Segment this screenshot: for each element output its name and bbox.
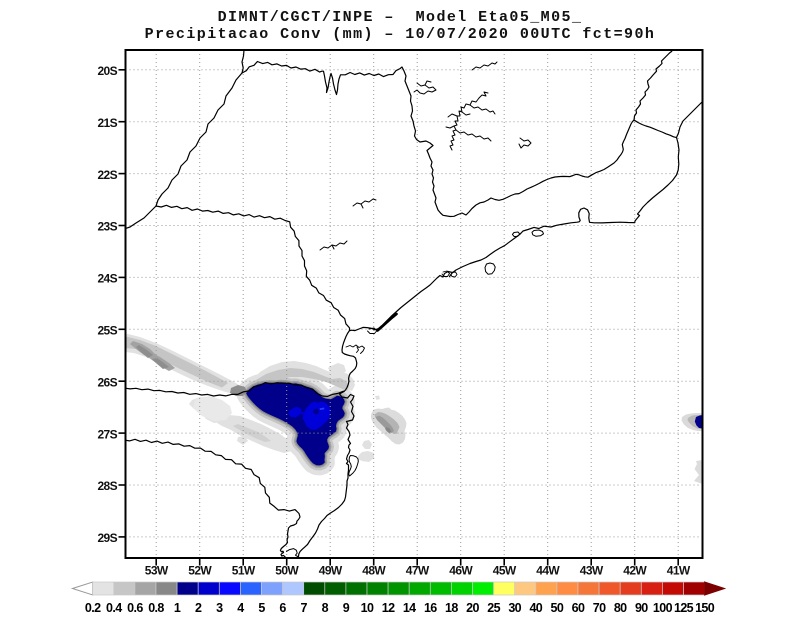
svg-text:0.6: 0.6 xyxy=(127,601,143,615)
svg-text:49W: 49W xyxy=(319,564,343,578)
svg-text:150: 150 xyxy=(695,601,715,615)
svg-text:53W: 53W xyxy=(145,564,169,578)
svg-text:16: 16 xyxy=(424,601,437,615)
svg-text:25S: 25S xyxy=(97,324,117,338)
svg-text:9: 9 xyxy=(343,601,350,615)
svg-text:1: 1 xyxy=(174,601,181,615)
svg-text:80: 80 xyxy=(614,601,627,615)
svg-text:50: 50 xyxy=(551,601,564,615)
svg-text:22S: 22S xyxy=(97,168,117,182)
svg-text:90: 90 xyxy=(635,601,648,615)
svg-text:14: 14 xyxy=(403,601,416,615)
svg-text:41W: 41W xyxy=(667,564,691,578)
svg-text:46W: 46W xyxy=(449,564,473,578)
svg-text:26S: 26S xyxy=(97,375,117,389)
svg-text:5: 5 xyxy=(258,601,265,615)
svg-text:50W: 50W xyxy=(275,564,299,578)
svg-text:3: 3 xyxy=(216,601,223,615)
svg-text:20S: 20S xyxy=(97,64,117,78)
svg-text:0.2: 0.2 xyxy=(85,601,101,615)
svg-text:2: 2 xyxy=(195,601,202,615)
svg-text:0.8: 0.8 xyxy=(148,601,164,615)
svg-text:21S: 21S xyxy=(97,116,117,130)
svg-text:7: 7 xyxy=(301,601,308,615)
svg-text:29S: 29S xyxy=(97,531,117,545)
svg-text:28S: 28S xyxy=(97,479,117,493)
svg-text:12: 12 xyxy=(382,601,395,615)
svg-text:4: 4 xyxy=(237,601,244,615)
svg-text:24S: 24S xyxy=(97,272,117,286)
svg-text:18: 18 xyxy=(445,601,458,615)
svg-text:0.4: 0.4 xyxy=(106,601,122,615)
svg-text:40: 40 xyxy=(529,601,542,615)
svg-text:20: 20 xyxy=(466,601,479,615)
svg-text:27S: 27S xyxy=(97,427,117,441)
svg-text:23S: 23S xyxy=(97,220,117,234)
svg-text:52W: 52W xyxy=(188,564,212,578)
svg-text:25: 25 xyxy=(487,601,500,615)
svg-text:10: 10 xyxy=(361,601,374,615)
svg-text:44W: 44W xyxy=(536,564,560,578)
svg-text:42W: 42W xyxy=(623,564,647,578)
svg-text:51W: 51W xyxy=(232,564,256,578)
svg-text:100: 100 xyxy=(653,601,673,615)
svg-text:6: 6 xyxy=(279,601,286,615)
svg-text:45W: 45W xyxy=(493,564,517,578)
svg-text:60: 60 xyxy=(572,601,585,615)
svg-text:30: 30 xyxy=(508,601,521,615)
svg-text:70: 70 xyxy=(593,601,606,615)
svg-text:8: 8 xyxy=(322,601,329,615)
svg-text:47W: 47W xyxy=(406,564,430,578)
svg-text:43W: 43W xyxy=(580,564,604,578)
svg-text:48W: 48W xyxy=(362,564,386,578)
svg-text:125: 125 xyxy=(674,601,694,615)
